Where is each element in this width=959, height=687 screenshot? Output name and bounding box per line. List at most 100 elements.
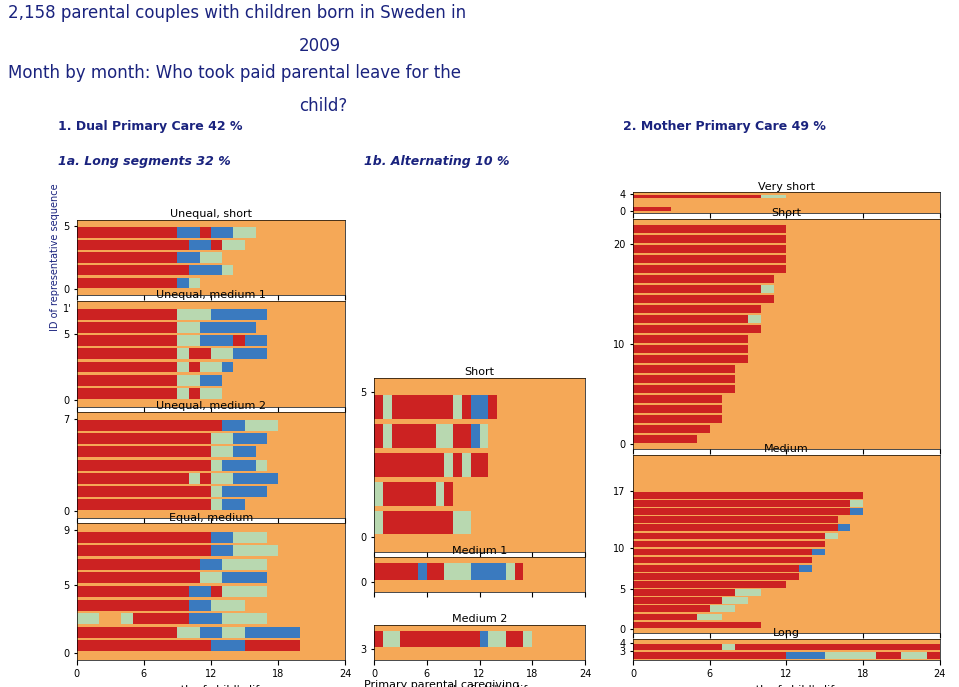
- Bar: [633, 415, 722, 423]
- Bar: [177, 388, 189, 399]
- Bar: [633, 517, 837, 523]
- Bar: [863, 508, 940, 515]
- Bar: [177, 375, 199, 385]
- Text: Primary parental caregiving: Primary parental caregiving: [364, 680, 520, 687]
- Bar: [812, 549, 825, 555]
- Bar: [278, 473, 345, 484]
- Bar: [506, 631, 524, 647]
- Bar: [189, 240, 211, 250]
- Bar: [722, 395, 940, 403]
- Text: 1. Dual Primary Care 42 %: 1. Dual Primary Care 42 %: [58, 120, 242, 133]
- Bar: [633, 598, 722, 604]
- Bar: [736, 365, 940, 373]
- Bar: [633, 345, 748, 353]
- Bar: [462, 453, 471, 477]
- Bar: [710, 605, 736, 612]
- Bar: [488, 453, 585, 477]
- Bar: [633, 581, 786, 588]
- Bar: [760, 195, 786, 199]
- Bar: [671, 207, 940, 211]
- Bar: [77, 420, 222, 431]
- Bar: [177, 627, 199, 638]
- Bar: [77, 322, 177, 333]
- Bar: [245, 499, 345, 510]
- Bar: [760, 305, 940, 313]
- Bar: [177, 348, 189, 359]
- Bar: [633, 573, 799, 580]
- Bar: [748, 355, 940, 363]
- Title: Medium 2: Medium 2: [452, 614, 507, 624]
- Bar: [774, 598, 786, 604]
- Bar: [177, 227, 199, 238]
- Bar: [760, 285, 774, 293]
- Bar: [786, 195, 940, 199]
- Bar: [633, 598, 774, 604]
- Bar: [401, 631, 480, 647]
- Bar: [633, 295, 774, 303]
- Bar: [211, 545, 233, 556]
- Bar: [199, 388, 222, 399]
- Bar: [488, 395, 497, 418]
- Bar: [633, 395, 722, 403]
- Bar: [211, 586, 222, 597]
- Bar: [222, 240, 245, 250]
- Bar: [77, 600, 189, 611]
- Bar: [760, 622, 940, 629]
- Bar: [444, 453, 454, 477]
- Bar: [812, 565, 940, 572]
- Bar: [189, 348, 211, 359]
- Title: Unequal, medium 1: Unequal, medium 1: [156, 290, 266, 300]
- Bar: [77, 375, 177, 385]
- Bar: [222, 388, 345, 399]
- X-axis label: month of child's life: month of child's life: [732, 685, 841, 687]
- Bar: [786, 235, 940, 243]
- Bar: [799, 565, 812, 572]
- Bar: [211, 600, 245, 611]
- Bar: [211, 240, 222, 250]
- Bar: [267, 348, 345, 359]
- Bar: [222, 559, 267, 570]
- Bar: [199, 335, 233, 346]
- Bar: [199, 252, 222, 263]
- Bar: [77, 265, 189, 275]
- Bar: [99, 613, 122, 624]
- Bar: [222, 322, 256, 333]
- Bar: [391, 395, 454, 418]
- Bar: [233, 447, 256, 458]
- Bar: [774, 295, 940, 303]
- Title: Short: Short: [464, 367, 495, 377]
- Title: Medium: Medium: [764, 444, 808, 454]
- Bar: [132, 613, 189, 624]
- Text: 1a. Long segments 32 %: 1a. Long segments 32 %: [58, 155, 230, 168]
- Bar: [633, 508, 851, 515]
- Bar: [77, 361, 177, 372]
- Bar: [633, 549, 812, 555]
- Bar: [633, 652, 786, 659]
- Bar: [760, 325, 940, 333]
- Bar: [427, 563, 444, 580]
- Bar: [488, 424, 585, 448]
- Bar: [267, 433, 345, 444]
- Bar: [177, 252, 199, 263]
- Title: Long: Long: [773, 628, 800, 638]
- Bar: [444, 563, 471, 580]
- Bar: [77, 252, 177, 263]
- Bar: [189, 278, 199, 288]
- Bar: [633, 500, 851, 507]
- Bar: [199, 559, 222, 570]
- Bar: [77, 572, 199, 583]
- Bar: [462, 395, 471, 418]
- Bar: [267, 572, 345, 583]
- Bar: [267, 486, 345, 497]
- Bar: [267, 308, 345, 319]
- Bar: [211, 447, 233, 458]
- Bar: [786, 225, 940, 233]
- Bar: [77, 278, 177, 288]
- Bar: [786, 581, 940, 588]
- Bar: [786, 598, 940, 604]
- Text: child?: child?: [299, 97, 347, 115]
- Bar: [633, 589, 786, 596]
- Bar: [851, 500, 863, 507]
- Title: Unequal, medium 2: Unequal, medium 2: [156, 401, 266, 412]
- Bar: [245, 420, 278, 431]
